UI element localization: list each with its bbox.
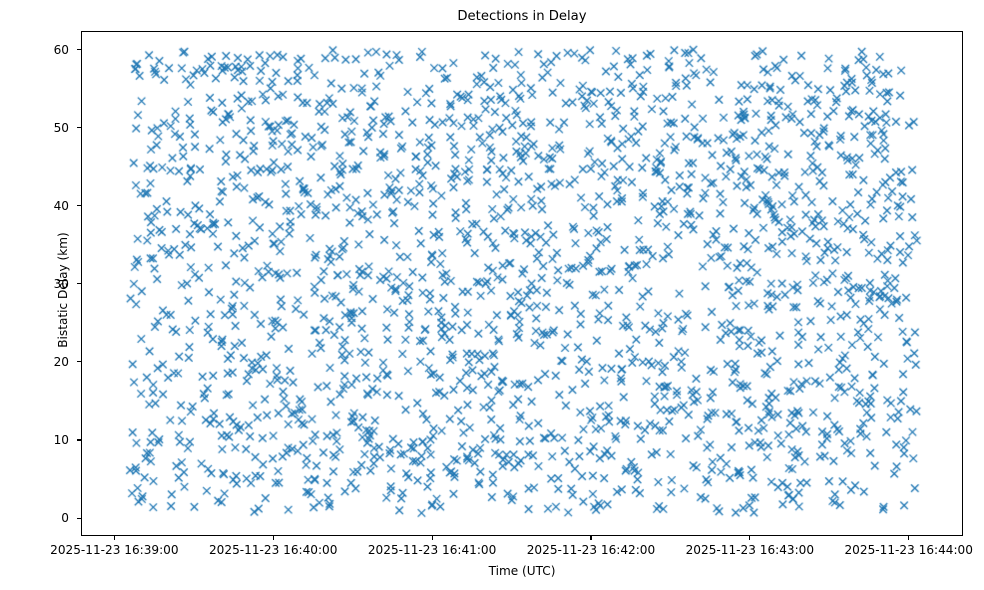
plot-area xyxy=(81,31,963,536)
x-tick-label: 2025-11-23 16:43:00 xyxy=(685,543,815,557)
y-tick-label: 10 xyxy=(53,432,69,447)
page-title: Detections in Delay xyxy=(457,9,587,24)
y-tick-mark xyxy=(77,361,81,363)
y-tick-mark xyxy=(77,127,81,129)
x-tick-mark xyxy=(908,536,910,540)
y-tick-mark xyxy=(77,283,81,285)
y-tick-mark xyxy=(77,439,81,441)
y-tick-label: 40 xyxy=(53,198,69,213)
x-axis-label: Time (UTC) xyxy=(488,564,556,578)
y-tick-label: 0 xyxy=(61,511,69,526)
scatter-points-layer xyxy=(82,32,962,535)
x-tick-label: 2025-11-23 16:41:00 xyxy=(367,543,497,557)
y-tick-mark xyxy=(77,49,81,51)
y-tick-label: 20 xyxy=(53,354,69,369)
y-tick-mark xyxy=(77,205,81,207)
y-axis-label: Bistatic Delay (km) xyxy=(56,232,70,348)
x-tick-mark xyxy=(749,536,751,540)
x-tick-label: 2025-11-23 16:40:00 xyxy=(208,543,338,557)
x-tick-mark xyxy=(431,536,433,540)
x-tick-label: 2025-11-23 16:39:00 xyxy=(50,543,179,557)
x-tick-label: 2025-11-23 16:42:00 xyxy=(526,543,656,557)
x-tick-label: 2025-11-23 16:44:00 xyxy=(844,543,973,557)
y-tick-label: 30 xyxy=(53,276,69,291)
x-tick-mark xyxy=(590,536,592,540)
y-tick-mark xyxy=(77,517,81,519)
y-tick-label: 50 xyxy=(53,120,69,135)
y-tick-label: 60 xyxy=(53,42,69,57)
x-tick-mark xyxy=(272,536,274,540)
x-tick-mark xyxy=(113,536,115,540)
